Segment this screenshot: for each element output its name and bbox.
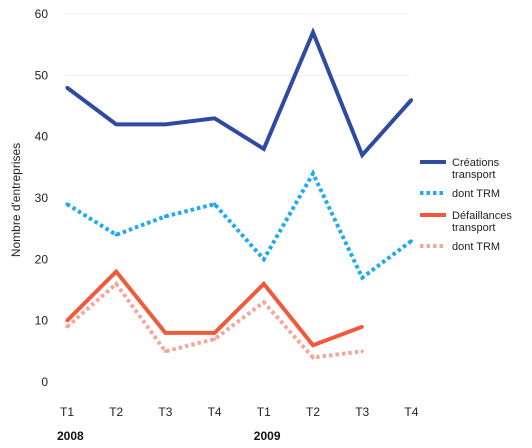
legend-label: transport xyxy=(452,222,495,234)
data-point xyxy=(360,153,364,157)
data-point xyxy=(311,355,315,360)
data-point xyxy=(213,331,217,335)
y-tick-label: 0 xyxy=(41,375,48,389)
x-tick-label: T2 xyxy=(109,405,123,419)
data-point xyxy=(65,86,69,90)
y-axis-label: Nombre d'entreprises xyxy=(9,143,23,257)
x-tick-label: T4 xyxy=(208,405,222,419)
x-tick-label: T3 xyxy=(158,405,172,419)
data-point xyxy=(114,270,118,274)
x-tick-label: T2 xyxy=(306,405,320,419)
data-point xyxy=(409,98,413,102)
legend-label: Créations xyxy=(452,157,500,169)
y-tick-label: 50 xyxy=(35,68,49,82)
y-tick-label: 20 xyxy=(35,252,49,266)
data-point xyxy=(163,331,167,335)
data-point xyxy=(311,30,315,34)
x-tick-label: T1 xyxy=(60,405,74,419)
legend-label: transport xyxy=(452,169,495,181)
year-label: 2009 xyxy=(254,429,281,443)
data-point xyxy=(213,337,217,341)
data-point xyxy=(114,122,118,126)
grid-layer xyxy=(65,13,410,76)
data-point xyxy=(360,349,364,353)
x-tick-label: T3 xyxy=(355,405,369,419)
data-point xyxy=(262,257,266,261)
data-point xyxy=(114,233,118,237)
data-point xyxy=(65,202,69,206)
year-label: 2008 xyxy=(57,429,84,443)
data-point xyxy=(311,171,315,176)
data-point xyxy=(360,276,364,280)
data-point xyxy=(262,282,266,286)
series-line xyxy=(65,169,413,281)
legend-label: dont TRM xyxy=(452,241,500,253)
axis-layer: 0 10 20 30 40 50 60 Nombre d'entreprises T1 T2 T3 T… xyxy=(9,7,419,443)
y-tick-label: 10 xyxy=(35,314,49,328)
series-line xyxy=(65,27,413,159)
x-tick-label: T4 xyxy=(404,405,418,419)
data-point xyxy=(65,325,69,329)
data-point xyxy=(65,319,69,323)
data-point xyxy=(163,214,167,218)
data-point xyxy=(262,300,266,304)
series-line xyxy=(65,280,363,360)
data-point xyxy=(262,147,266,151)
series-layer xyxy=(65,27,413,360)
data-point xyxy=(311,343,315,347)
legend-label: Défaillances xyxy=(452,210,512,222)
data-point xyxy=(213,116,217,120)
x-tick-label: T1 xyxy=(257,405,271,419)
data-point xyxy=(163,349,167,353)
legend-label: dont TRM xyxy=(452,188,500,200)
data-point xyxy=(213,202,217,206)
y-tick-label: 40 xyxy=(35,130,49,144)
y-tick-label: 30 xyxy=(35,191,49,205)
data-point xyxy=(114,282,118,286)
y-tick-label: 60 xyxy=(35,7,49,21)
data-point xyxy=(360,325,364,329)
data-point xyxy=(163,122,167,126)
data-point xyxy=(409,239,413,243)
